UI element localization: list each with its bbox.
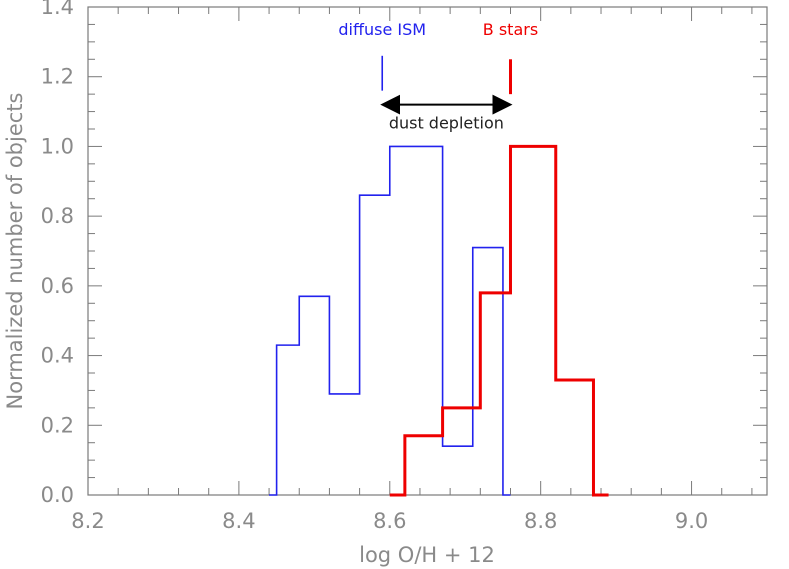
y-tick-label: 0.2 xyxy=(41,413,74,437)
marker-label-b-stars: B stars xyxy=(483,20,538,39)
x-tick-label: 9.0 xyxy=(675,509,708,533)
x-tick-labels: 8.2 8.4 8.6 8.8 9.0 xyxy=(71,509,708,533)
x-axis-title: log O/H + 12 xyxy=(359,543,495,567)
annotations: diffuse ISM B stars dust depletion xyxy=(338,20,538,133)
plot-frame xyxy=(87,6,768,496)
marker-label-diffuse-ism: diffuse ISM xyxy=(338,20,426,39)
x-tick-label: 8.2 xyxy=(71,509,104,533)
y-tick-label: 0.8 xyxy=(41,204,74,228)
y-tick-label: 0.4 xyxy=(41,344,74,368)
y-axis-title: Normalized number of objects xyxy=(3,93,27,410)
dust-depletion-label: dust depletion xyxy=(389,114,504,133)
histogram-series xyxy=(269,144,609,497)
y-tick-label: 1.2 xyxy=(41,65,74,89)
y-tick-label: 0.0 xyxy=(41,483,74,507)
x-tick-label: 8.8 xyxy=(524,509,557,533)
x-tick-label: 8.6 xyxy=(373,509,406,533)
series-line-diffuse-ism xyxy=(269,145,511,496)
y-tick-label: 1.0 xyxy=(41,134,74,158)
series-line-b-stars xyxy=(389,144,609,497)
y-tick-label: 1.4 xyxy=(41,0,74,19)
x-tick-label: 8.4 xyxy=(222,509,255,533)
y-tick-label: 0.6 xyxy=(41,274,74,298)
axis-ticks xyxy=(87,6,767,496)
y-tick-labels: 0.0 0.2 0.4 0.6 0.8 1.0 1.2 1.4 xyxy=(41,0,74,507)
